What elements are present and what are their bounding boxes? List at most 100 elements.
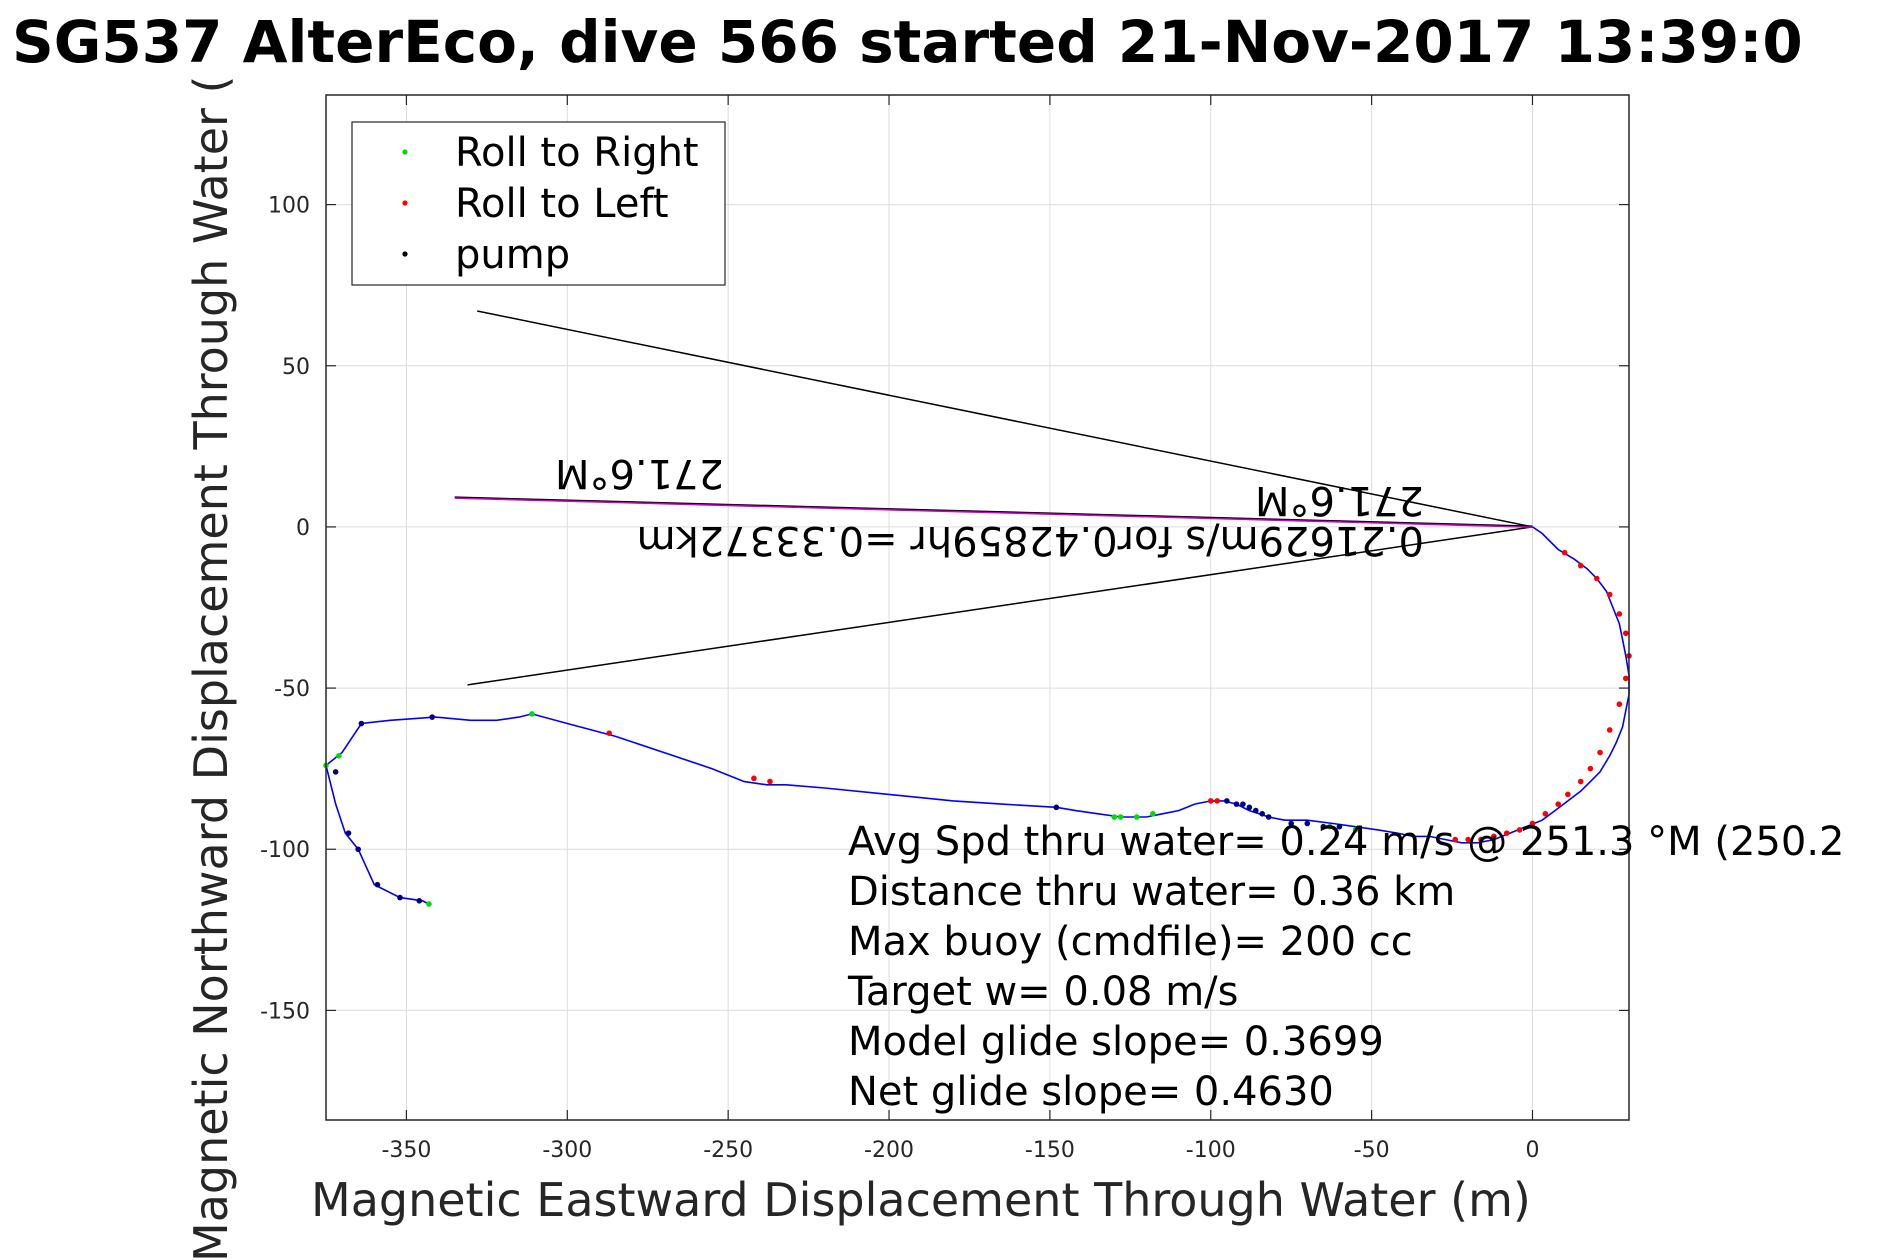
- legend: Roll to Right Roll to Left pump: [351, 121, 726, 286]
- roll-left-point: [1452, 836, 1459, 843]
- y-tick-label: -100: [260, 838, 310, 863]
- roll-right-point: [426, 901, 432, 907]
- pump-point: [1233, 801, 1240, 807]
- roll-right-series: [323, 711, 1359, 907]
- axes-frame: [325, 94, 1630, 1121]
- heading-label-left: 271.6°M: [555, 450, 724, 496]
- heading-line: [454, 496, 1533, 528]
- y-tick-label: -50: [274, 677, 310, 702]
- pump-point: [1320, 823, 1327, 830]
- stats-line: Distance thru water= 0.36 km: [848, 869, 1455, 915]
- y-tick-label: 50: [282, 355, 310, 380]
- roll-left-point: [1616, 701, 1623, 707]
- pump-point: [429, 714, 435, 720]
- roll-left-point: [606, 730, 612, 737]
- x-tick-label: -250: [703, 1138, 753, 1163]
- pump-point: [1240, 801, 1246, 807]
- legend-marker-pump: [402, 251, 408, 257]
- roll-left-point: [1606, 591, 1613, 598]
- x-tick-label: -150: [1025, 1138, 1075, 1163]
- roll-right-point: [1133, 814, 1140, 820]
- roll-left-point: [1565, 791, 1571, 798]
- heading-label-right: 271.6°M: [1255, 477, 1424, 523]
- x-tick-label: 0: [1525, 1138, 1539, 1163]
- roll-right-point: [1150, 810, 1156, 817]
- roll-left-point: [1529, 820, 1536, 827]
- wedge-lines: [467, 310, 1533, 686]
- pump-point: [1304, 820, 1311, 827]
- wedge-line: [477, 310, 1533, 528]
- pump-point: [1053, 804, 1060, 811]
- pump-point: [358, 720, 365, 727]
- x-tick-label: -100: [1186, 1138, 1236, 1163]
- roll-right-point: [336, 752, 342, 759]
- legend-marker-roll-left: [402, 200, 408, 206]
- x-tick-label: -50: [1354, 1138, 1390, 1163]
- legend-label-roll-right: Roll to Right: [455, 130, 699, 176]
- pump-point: [345, 830, 352, 836]
- roll-left-point: [767, 778, 773, 785]
- roll-left-point: [1622, 630, 1629, 637]
- pump-point: [1265, 814, 1272, 820]
- roll-left-point: [1577, 778, 1584, 785]
- pump-point: [1259, 810, 1266, 817]
- roll-left-point: [1587, 765, 1594, 772]
- y-tick-labels: 100 50 0 -50 -100 -150: [260, 194, 310, 1025]
- roll-right-point: [1326, 823, 1333, 830]
- y-axis-label: Magnetic Northward Displacement Through …: [184, 76, 238, 1260]
- roll-left-point: [1616, 611, 1623, 617]
- roll-left-point: [1561, 549, 1568, 556]
- stats-block: Avg Spd thru water= 0.24 m/s @ 251.3 °M …: [847, 819, 1844, 1115]
- roll-left-point: [1491, 833, 1497, 840]
- y-tick-label: 100: [268, 194, 310, 219]
- legend-label-roll-left: Roll to Left: [455, 181, 669, 227]
- roll-left-point: [1594, 575, 1600, 582]
- pump-point: [1224, 798, 1230, 804]
- stats-line: Net glide slope= 0.4630: [848, 1069, 1334, 1115]
- x-tick-labels: -350 -300 -250 -200 -150 -100 -50 0: [381, 1138, 1539, 1163]
- roll-left-point: [1478, 836, 1484, 843]
- roll-left-point: [1597, 749, 1603, 756]
- roll-left-point: [1622, 675, 1629, 682]
- legend-box: [351, 121, 726, 286]
- x-tick-label: -300: [542, 1138, 592, 1163]
- roll-left-point: [1555, 801, 1562, 807]
- pump-point: [1288, 820, 1294, 827]
- roll-left-point: [1207, 798, 1214, 804]
- stats-line: Target w= 0.08 m/s: [847, 969, 1238, 1015]
- x-tick-label: -200: [864, 1138, 914, 1163]
- heading-line-segment: [454, 496, 1533, 528]
- pump-point: [332, 769, 339, 775]
- x-tick-label: -350: [381, 1138, 431, 1163]
- roll-left-point: [1465, 836, 1471, 843]
- pump-series: [332, 714, 1343, 904]
- roll-left-point: [1516, 827, 1523, 833]
- pump-point: [374, 881, 381, 888]
- chart-title: SG537 AlterEco, dive 566 started 21-Nov-…: [12, 8, 1803, 76]
- stats-line: Avg Spd thru water= 0.24 m/s @ 251.3 °M …: [848, 819, 1844, 865]
- y-tick-label: -150: [260, 999, 310, 1024]
- roll-left-point: [1503, 830, 1510, 836]
- roll-right-point: [1117, 814, 1124, 820]
- pump-point: [1252, 807, 1259, 814]
- legend-marker-roll-right: [402, 149, 408, 155]
- roll-left-point: [1542, 810, 1549, 817]
- roll-right-point: [529, 711, 535, 717]
- pump-point: [416, 898, 423, 904]
- speed-label: 0.21629m/s for0.42859hr =0.33372km: [637, 517, 1424, 563]
- stats-line: Max buoy (cmdfile)= 200 cc: [848, 919, 1413, 965]
- pump-point: [1336, 823, 1343, 830]
- roll-right-point: [1352, 827, 1359, 833]
- legend-label-pump: pump: [455, 232, 570, 278]
- roll-left-point: [751, 775, 757, 782]
- y-tick-label: 0: [296, 516, 310, 541]
- wedge-line: [467, 526, 1533, 686]
- x-axis-label: Magnetic Eastward Displacement Through W…: [311, 1173, 1531, 1227]
- roll-left-point: [1214, 798, 1220, 804]
- stats-line: Model glide slope= 0.3699: [848, 1019, 1384, 1065]
- roll-right-point: [1111, 814, 1118, 820]
- roll-left-point: [1606, 727, 1613, 733]
- pump-point: [355, 846, 361, 853]
- pump-point: [397, 894, 403, 901]
